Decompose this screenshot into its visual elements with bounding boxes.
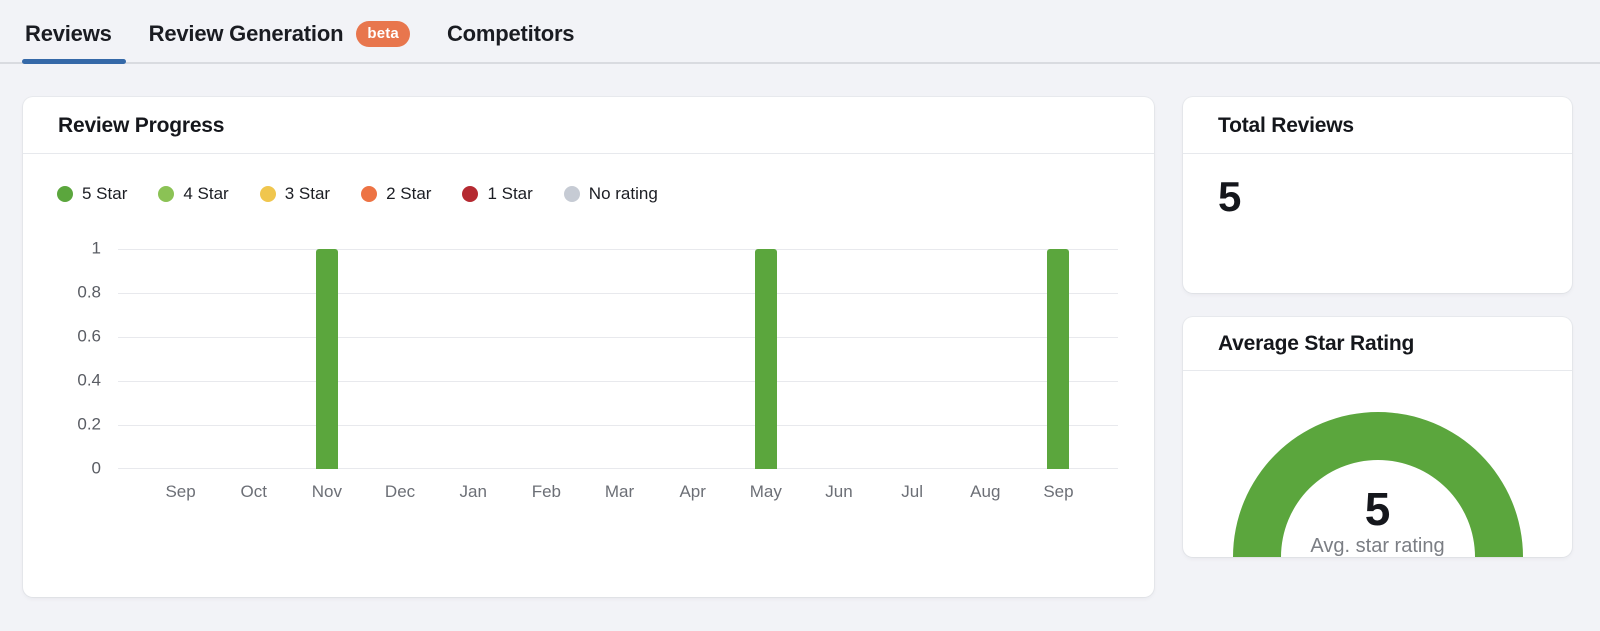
gauge-caption: Avg. star rating — [1310, 535, 1445, 557]
chart-column — [802, 249, 875, 469]
chart-column — [729, 249, 802, 469]
chart-column — [583, 249, 656, 469]
tab-review-generation[interactable]: Review Generation beta — [149, 21, 410, 62]
x-axis-label: Aug — [970, 482, 1001, 501]
chart-column — [217, 249, 290, 469]
tab-review-generation-label: Review Generation — [148, 21, 344, 46]
x-axis-label: Sep — [165, 482, 196, 501]
legend-label: 5 Star — [82, 184, 128, 203]
x-axis-label: Apr — [679, 482, 706, 501]
legend-dot-icon — [462, 186, 479, 202]
total-reviews-value: 5 — [1218, 173, 1242, 220]
x-axis-label: Oct — [240, 482, 267, 501]
review-progress-body: 5 Star 4 Star 3 Star 2 Star 1 Star No rating … — [23, 154, 1154, 502]
legend-dot-icon — [563, 186, 580, 202]
x-axis-label: Jul — [901, 482, 923, 501]
legend-item[interactable]: 1 Star — [462, 184, 533, 204]
main-content: Review Progress 5 Star 4 Star 3 Star 2 Star… — [0, 64, 1600, 597]
gridline — [118, 337, 1118, 338]
legend-label: 1 Star — [487, 184, 533, 203]
legend-dot-icon — [259, 186, 276, 202]
average-star-rating-title: Average Star Rating — [1218, 332, 1415, 355]
tab-competitors-label: Competitors — [446, 21, 575, 46]
y-axis-tick: 0 — [91, 458, 101, 478]
chart-column — [437, 249, 510, 469]
x-axis-label: Nov — [311, 482, 342, 501]
average-star-rating-card: Average Star Rating 5 Avg. star rating — [1183, 317, 1572, 557]
gridline — [118, 249, 1118, 250]
tabs-nav: Reviews Review Generation beta Competito… — [22, 21, 1576, 64]
chart-x-axis: Sep Oct Nov Dec Jan Feb Mar Apr May Jun Jul Aug Sep — [118, 482, 1118, 502]
legend-item[interactable]: 5 Star — [57, 184, 127, 204]
x-axis-label: Jun — [825, 482, 853, 501]
legend-item[interactable]: 4 Star — [158, 184, 229, 204]
total-reviews-card: Total Reviews 5 — [1183, 97, 1572, 293]
total-reviews-header: Total Reviews — [1183, 97, 1572, 154]
chart-column — [144, 249, 217, 469]
gridline — [118, 425, 1118, 426]
chart-column — [510, 249, 583, 469]
chart-column — [290, 249, 363, 469]
chart-bar[interactable] — [1047, 249, 1070, 469]
x-axis-label: Jan — [459, 482, 487, 501]
tab-reviews-label: Reviews — [25, 21, 112, 46]
chart-y-axis: 0 0.2 0.4 0.6 0.8 1 — [57, 239, 118, 478]
x-axis-label: Mar — [604, 482, 635, 501]
chart-column — [656, 249, 729, 469]
legend-item[interactable]: 3 Star — [259, 184, 331, 204]
x-axis-label: Feb — [531, 482, 561, 501]
legend-item[interactable]: 2 Star — [361, 184, 431, 204]
y-axis-tick: 1 — [91, 238, 101, 258]
legend-dot-icon — [361, 186, 378, 202]
average-star-rating-header: Average Star Rating — [1183, 317, 1572, 371]
chart-bar[interactable] — [754, 249, 777, 469]
legend-dot-icon — [57, 186, 73, 202]
gridline — [118, 293, 1118, 294]
legend-label: No rating — [588, 184, 658, 203]
gauge-arc — [1232, 412, 1523, 557]
beta-badge: beta — [356, 21, 410, 47]
x-axis-label: Dec — [384, 482, 416, 501]
legend-item[interactable]: No rating — [563, 184, 658, 204]
chart-column — [363, 249, 436, 469]
legend-dot-icon — [158, 186, 175, 202]
y-axis-tick: 0.2 — [77, 414, 101, 434]
y-axis-tick: 0.6 — [77, 326, 101, 346]
chart-bar[interactable] — [315, 249, 338, 469]
tab-bar: Reviews Review Generation beta Competito… — [0, 0, 1600, 64]
x-axis-label: May — [749, 482, 782, 501]
legend-label: 4 Star — [183, 184, 229, 203]
gauge-arc-svg — [1232, 412, 1523, 557]
gauge-value: 5 — [1364, 483, 1391, 535]
gridline — [118, 468, 1118, 469]
chart-column — [876, 249, 949, 469]
chart-plot-area — [118, 249, 1118, 469]
review-progress-card: Review Progress 5 Star 4 Star 3 Star 2 Star… — [23, 97, 1154, 597]
review-progress-title: Review Progress — [58, 114, 225, 137]
star-rating-gauge: 5 Avg. star rating — [1232, 412, 1523, 557]
total-reviews-title: Total Reviews — [1218, 114, 1354, 137]
legend-label: 2 Star — [386, 184, 432, 203]
gridline — [118, 381, 1118, 382]
chart-column — [949, 249, 1022, 469]
tab-reviews[interactable]: Reviews — [22, 21, 126, 64]
legend-label: 3 Star — [284, 184, 331, 203]
y-axis-tick: 0.8 — [77, 282, 101, 302]
review-progress-header: Review Progress — [23, 97, 1154, 154]
chart-legend: 5 Star 4 Star 3 Star 2 Star 1 Star No rating — [57, 184, 1118, 204]
right-column: Total Reviews 5 Average Star Rating 5 Av… — [1183, 97, 1572, 557]
chart-columns — [118, 249, 1118, 469]
chart-column — [1022, 249, 1095, 469]
bar-chart: 0 0.2 0.4 0.6 0.8 1 — [57, 239, 1118, 478]
x-axis-label: Sep — [1043, 482, 1074, 501]
y-axis-tick: 0.4 — [77, 370, 101, 390]
tab-competitors[interactable]: Competitors — [446, 21, 575, 62]
